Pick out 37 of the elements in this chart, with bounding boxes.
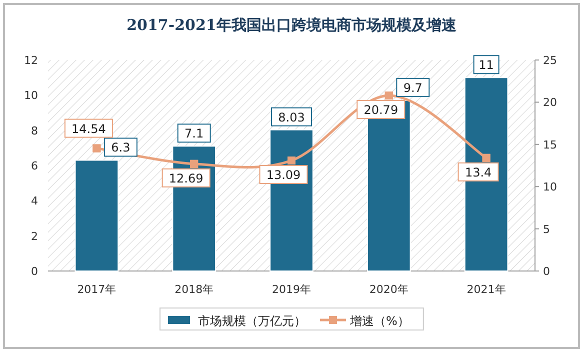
data-label: 8.03 xyxy=(278,110,305,124)
y2-tick-label: 10 xyxy=(543,180,557,194)
x-tick-label: 2017年 xyxy=(77,283,116,296)
y2-tick-label: 25 xyxy=(543,54,557,67)
y2-tick-label: 0 xyxy=(543,265,550,278)
point xyxy=(384,92,393,100)
point xyxy=(190,160,198,168)
data-label: 13.4 xyxy=(464,165,492,180)
data-label: 9.7 xyxy=(403,80,422,95)
y-tick-label: 2 xyxy=(31,230,38,243)
point xyxy=(92,144,101,152)
bar xyxy=(74,160,119,272)
y-tick-label: 10 xyxy=(24,89,38,102)
legend-label: 市场规模（万亿元） xyxy=(198,314,306,328)
x-tick-label: 2018年 xyxy=(174,283,214,296)
chart-title: 2017-2021年我国出口跨境电商市场规模及增速 xyxy=(126,16,458,34)
y2-tick-label: 20 xyxy=(543,96,557,110)
x-tick-label: 2019年 xyxy=(272,283,311,296)
data-label: 14.54 xyxy=(72,122,106,136)
legend-label: 增速（%） xyxy=(349,314,410,328)
y2-tick-label: 15 xyxy=(543,138,557,152)
data-label: 20.79 xyxy=(364,103,398,118)
point xyxy=(482,154,490,162)
y-tick-label: 4 xyxy=(31,194,38,208)
y-tick-label: 12 xyxy=(24,54,38,67)
y-tick-label: 8 xyxy=(31,124,38,138)
y-tick-label: 6 xyxy=(31,160,38,172)
x-tick-label: 2021年 xyxy=(466,283,506,296)
data-label: 7.1 xyxy=(184,126,204,141)
data-label: 13.09 xyxy=(266,168,301,182)
point xyxy=(288,156,296,165)
y-tick-label: 0 xyxy=(31,265,38,278)
x-tick-label: 2020年 xyxy=(369,283,408,296)
data-label: 6.3 xyxy=(111,140,130,155)
data-label: 12.69 xyxy=(168,171,204,186)
data-label: 11 xyxy=(478,58,494,72)
y2-tick-label: 5 xyxy=(543,222,550,236)
